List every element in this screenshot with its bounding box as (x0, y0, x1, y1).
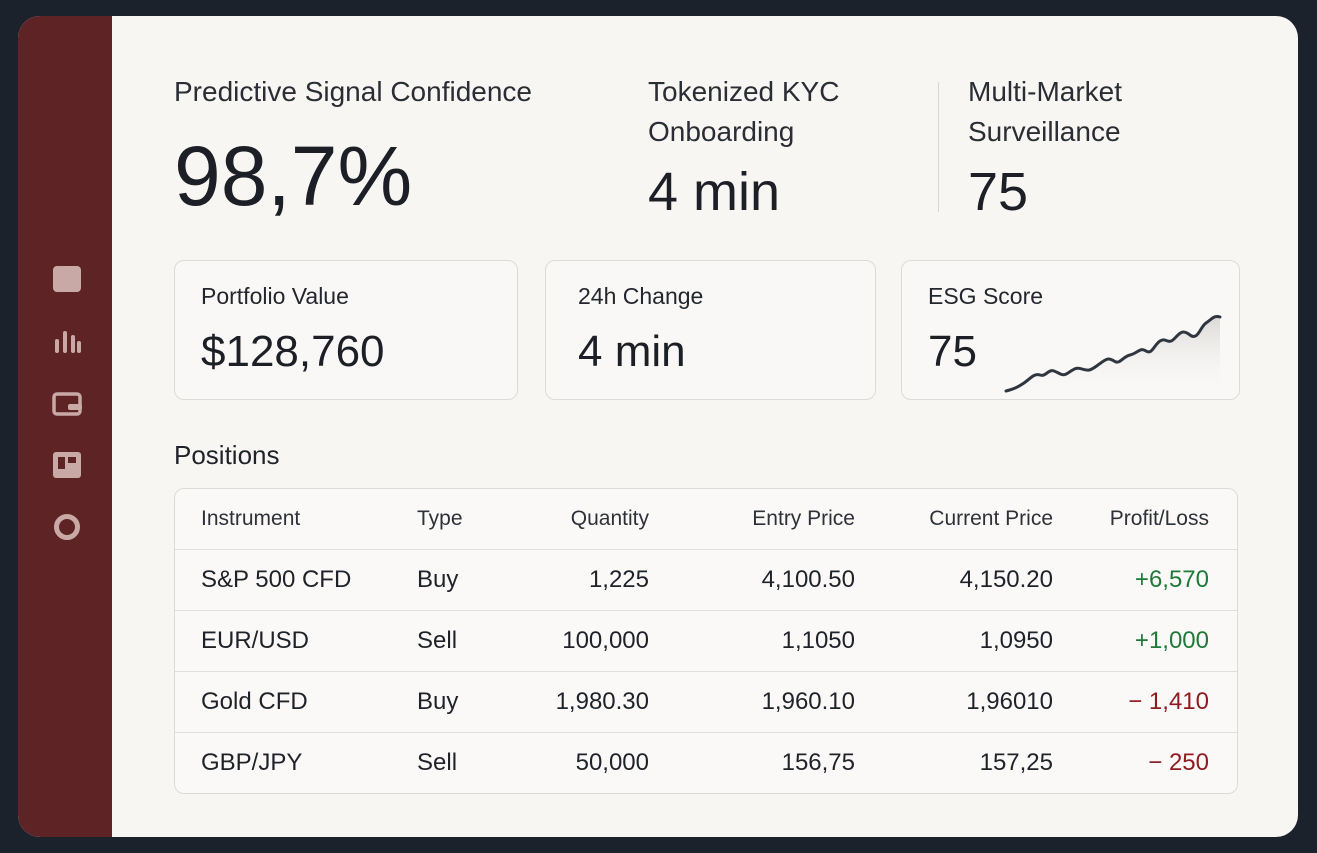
sidebar (18, 16, 112, 837)
kyc-label-line1: Tokenized KYC (648, 76, 840, 107)
positions-title: Positions (174, 440, 280, 470)
instrument-cell: S&P 500 CFD (201, 566, 352, 593)
portfolio-value: $128,760 (201, 327, 385, 376)
esg-score-card[interactable]: ESG Score 75 (901, 260, 1240, 400)
circle-icon[interactable] (52, 512, 82, 542)
table-row[interactable]: EUR/USD Sell 100,000 1,1050 1,0950 +1,00… (175, 610, 1237, 671)
column-header-quantity[interactable]: Quantity (570, 507, 649, 530)
profit-loss-cell: +1,000 (1134, 627, 1209, 654)
quantity-cell: 1,980.30 (555, 688, 649, 715)
instrument-cell: EUR/USD (201, 627, 310, 654)
entry-price-cell: 1,960.10 (761, 688, 855, 715)
signal-confidence-value: 98,7% (174, 129, 413, 223)
entry-price-cell: 1,1050 (781, 627, 855, 654)
column-header-instrument[interactable]: Instrument (201, 507, 301, 530)
portfolio-value-card[interactable]: Portfolio Value $128,760 (174, 260, 518, 400)
profit-loss-cell: +6,570 (1134, 566, 1209, 593)
bar-chart-icon[interactable] (52, 327, 82, 357)
table-row[interactable]: GBP/JPY Sell 50,000 156,75 157,25 − 250 (175, 732, 1237, 793)
column-header-type[interactable]: Type (417, 507, 463, 530)
surveillance-label-line1: Multi-Market (968, 76, 1123, 107)
instrument-cell: GBP/JPY (201, 749, 303, 776)
quantity-cell: 100,000 (562, 627, 649, 654)
type-cell: Sell (417, 749, 458, 776)
kyc-label-line2: Onboarding (648, 116, 795, 147)
profit-loss-cell: − 250 (1148, 749, 1209, 776)
board-icon[interactable] (52, 450, 82, 480)
signal-confidence-label: Predictive Signal Confidence (174, 76, 532, 107)
column-header-profit-loss[interactable]: Profit/Loss (1109, 507, 1209, 530)
quantity-cell: 1,225 (588, 566, 649, 593)
current-price-cell: 1,0950 (979, 627, 1053, 654)
surveillance-value: 75 (968, 162, 1029, 222)
instrument-cell: Gold CFD (201, 688, 308, 715)
esg-sparkline (1004, 315, 1222, 395)
dashboard-square-icon[interactable] (52, 264, 82, 294)
current-price-cell: 157,25 (979, 749, 1053, 776)
app-window: Predictive Signal Confidence 98,7% Token… (18, 16, 1298, 837)
positions-table: Instrument Type Quantity Entry Price Cur… (174, 488, 1238, 794)
entry-price-cell: 156,75 (781, 749, 855, 776)
change-24h-value: 4 min (578, 327, 686, 376)
current-price-cell: 4,150.20 (959, 566, 1053, 593)
current-price-cell: 1,96010 (966, 688, 1053, 715)
profit-loss-cell: − 1,410 (1128, 688, 1209, 715)
type-cell: Sell (417, 627, 458, 654)
entry-price-cell: 4,100.50 (761, 566, 855, 593)
kpi-divider (938, 82, 939, 212)
column-header-current-price[interactable]: Current Price (929, 507, 1053, 530)
main-content: Predictive Signal Confidence 98,7% Token… (112, 16, 1298, 837)
kyc-value: 4 min (648, 162, 781, 222)
esg-score-value: 75 (928, 327, 977, 376)
portfolio-value-label: Portfolio Value (201, 283, 349, 309)
column-header-entry-price[interactable]: Entry Price (752, 507, 855, 530)
wallet-icon[interactable] (52, 389, 82, 419)
surveillance-label-line2: Surveillance (968, 116, 1121, 147)
table-header-row: Instrument Type Quantity Entry Price Cur… (175, 489, 1237, 549)
type-cell: Buy (417, 688, 459, 715)
table-row[interactable]: S&P 500 CFD Buy 1,225 4,100.50 4,150.20 … (175, 549, 1237, 610)
type-cell: Buy (417, 566, 459, 593)
change-24h-label: 24h Change (578, 283, 704, 309)
table-row[interactable]: Gold CFD Buy 1,980.30 1,960.10 1,96010 −… (175, 671, 1237, 732)
esg-score-label: ESG Score (928, 283, 1044, 309)
quantity-cell: 50,000 (575, 749, 649, 776)
change-24h-card[interactable]: 24h Change 4 min (545, 260, 876, 400)
